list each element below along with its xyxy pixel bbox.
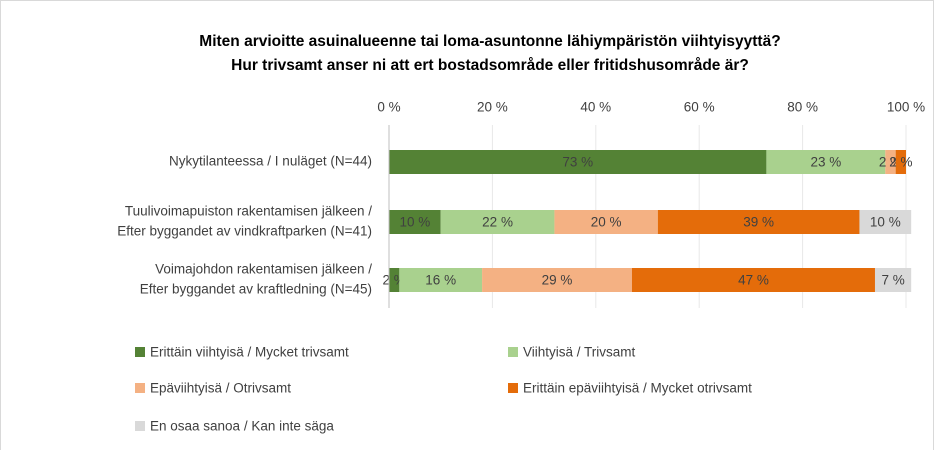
x-tick-label: 60 % bbox=[684, 100, 715, 115]
data-label: 22 % bbox=[482, 215, 513, 230]
bar-segment bbox=[399, 268, 483, 292]
x-tick-label: 0 % bbox=[377, 100, 400, 115]
x-tick-label: 80 % bbox=[787, 100, 818, 115]
bar-segment bbox=[885, 150, 896, 174]
legend-swatch bbox=[135, 347, 145, 357]
data-label: 29 % bbox=[542, 273, 573, 288]
category-label: Nykytilanteessa / I nuläget (N=44) bbox=[169, 154, 372, 169]
bar-segment bbox=[389, 268, 400, 292]
category-label: Tuulivoimapuiston rakentamisen jälkeen / bbox=[125, 204, 372, 219]
x-tick-label: 20 % bbox=[477, 100, 508, 115]
bar-segment bbox=[874, 268, 912, 292]
bar-segment bbox=[389, 150, 767, 174]
bar-segment bbox=[389, 210, 441, 234]
x-tick-label: 100 % bbox=[887, 100, 925, 115]
data-label: 23 % bbox=[810, 155, 841, 170]
legend-swatch bbox=[135, 421, 145, 431]
data-label: 20 % bbox=[591, 215, 622, 230]
x-tick-label: 40 % bbox=[580, 100, 611, 115]
data-label: 39 % bbox=[743, 215, 774, 230]
legend-label: En osaa sanoa / Kan inte säga bbox=[150, 419, 334, 434]
legend-swatch bbox=[135, 383, 145, 393]
bar-segment bbox=[482, 268, 632, 292]
data-label: 47 % bbox=[738, 273, 769, 288]
data-label: 7 % bbox=[881, 273, 904, 288]
legend-swatch bbox=[508, 383, 518, 393]
bar-segment bbox=[657, 210, 860, 234]
legend-label: Viihtyisä / Trivsamt bbox=[523, 345, 636, 360]
category-label: Voimajohdon rakentamisen jälkeen / bbox=[155, 262, 372, 277]
data-label: 73 % bbox=[562, 155, 593, 170]
data-label: 10 % bbox=[870, 215, 901, 230]
data-label: 2 % bbox=[889, 155, 912, 170]
category-label: Efter byggandet av vindkraftparken (N=41… bbox=[117, 224, 372, 239]
bar-segment bbox=[631, 268, 875, 292]
bar-segment bbox=[554, 210, 658, 234]
chart-title: Miten arvioitte asuinalueenne tai loma-a… bbox=[199, 33, 780, 50]
category-label: Efter byggandet av kraftledning (N=45) bbox=[140, 282, 372, 297]
legend-label: Erittäin viihtyisä / Mycket trivsamt bbox=[150, 345, 349, 360]
data-label: 16 % bbox=[425, 273, 456, 288]
data-label: 10 % bbox=[399, 215, 430, 230]
bar-segment bbox=[766, 150, 886, 174]
legend-label: Epäviihtyisä / Otrivsamt bbox=[150, 381, 291, 396]
legend-label: Erittäin epäviihtyisä / Mycket otrivsamt bbox=[523, 381, 752, 396]
bar-segment bbox=[440, 210, 555, 234]
bar-segment bbox=[859, 210, 912, 234]
chart-title: Hur trivsamt anser ni att ert bostadsomr… bbox=[231, 57, 749, 74]
legend-swatch bbox=[508, 347, 518, 357]
bar-segment bbox=[895, 150, 906, 174]
